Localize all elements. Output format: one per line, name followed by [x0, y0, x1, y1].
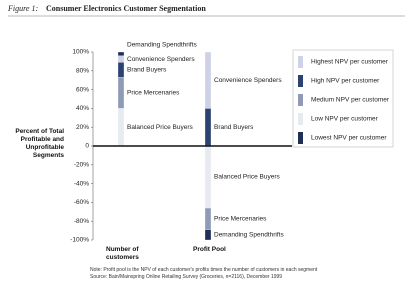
y-tick-label: 40% — [76, 105, 89, 112]
segment-label: Brand Buyers — [214, 124, 254, 131]
segment-label: Demanding Spendthrifts — [214, 232, 284, 239]
y-tick-label: -40% — [74, 180, 89, 187]
legend-label: High NPV per customer — [311, 78, 380, 85]
segment-label: Price Mercenaries — [127, 90, 180, 97]
legend-label: Lowest NPV per customer — [311, 135, 387, 142]
y-tick-label: -100% — [70, 237, 89, 244]
legend-label: Low NPV per customer — [311, 116, 379, 123]
y-tick-label: 100% — [72, 49, 89, 56]
legend-label: Highest NPV per customer — [311, 59, 389, 66]
bar-segment — [204, 108, 212, 147]
segment-label: Balanced Price Buyers — [214, 174, 281, 181]
chart-title: Consumer Electronics Customer Segmentati… — [46, 4, 206, 13]
legend-swatch — [298, 113, 303, 125]
bar-segment — [117, 108, 125, 147]
y-tick-label: 80% — [76, 68, 89, 75]
category-label: Number of customers — [106, 246, 139, 261]
y-tick-label: -80% — [74, 218, 89, 225]
bar-segment — [204, 229, 212, 241]
legend-box — [292, 49, 394, 148]
bar-segment — [117, 55, 125, 63]
bar-segment — [204, 51, 212, 109]
segment-label: Brand Buyers — [127, 67, 167, 74]
y-tick-label: 60% — [76, 86, 89, 93]
segment-label: Convenience Spenders — [214, 77, 282, 84]
legend-swatch — [298, 75, 303, 87]
bar-segment — [204, 145, 212, 209]
segment-label: Demanding Spendthrifts — [127, 42, 197, 49]
notes: Note: Profit pool is the NPV of each cus… — [90, 267, 317, 281]
category-label: Profit Pool — [193, 246, 226, 253]
bar-segment — [117, 77, 125, 109]
bar-segment — [117, 51, 125, 56]
segment-label: Price Mercenaries — [214, 216, 267, 223]
legend-swatch — [298, 132, 303, 144]
legend-swatch — [298, 94, 303, 106]
figure-label: Figure 1: — [7, 4, 38, 13]
y-axis-title: Percent of Total Profitable and Unprofit… — [15, 128, 64, 159]
segment-label: Convenience Spenders — [127, 56, 195, 63]
y-tick-label: -60% — [74, 199, 89, 206]
legend-label: Medium NPV per customer — [311, 97, 390, 104]
note: Source: Bain/Mainspring Online Retailing… — [90, 274, 283, 280]
bar-segment — [204, 207, 212, 230]
bar-segment — [117, 62, 125, 78]
y-tick-label: 0 — [85, 143, 89, 150]
y-tick-label: 20% — [76, 124, 89, 131]
note: Note: Profit pool is the NPV of each cus… — [90, 267, 318, 273]
y-tick-label: -20% — [74, 162, 89, 169]
legend-swatch — [298, 56, 303, 68]
segment-label: Balanced Price Buyers — [127, 124, 194, 131]
